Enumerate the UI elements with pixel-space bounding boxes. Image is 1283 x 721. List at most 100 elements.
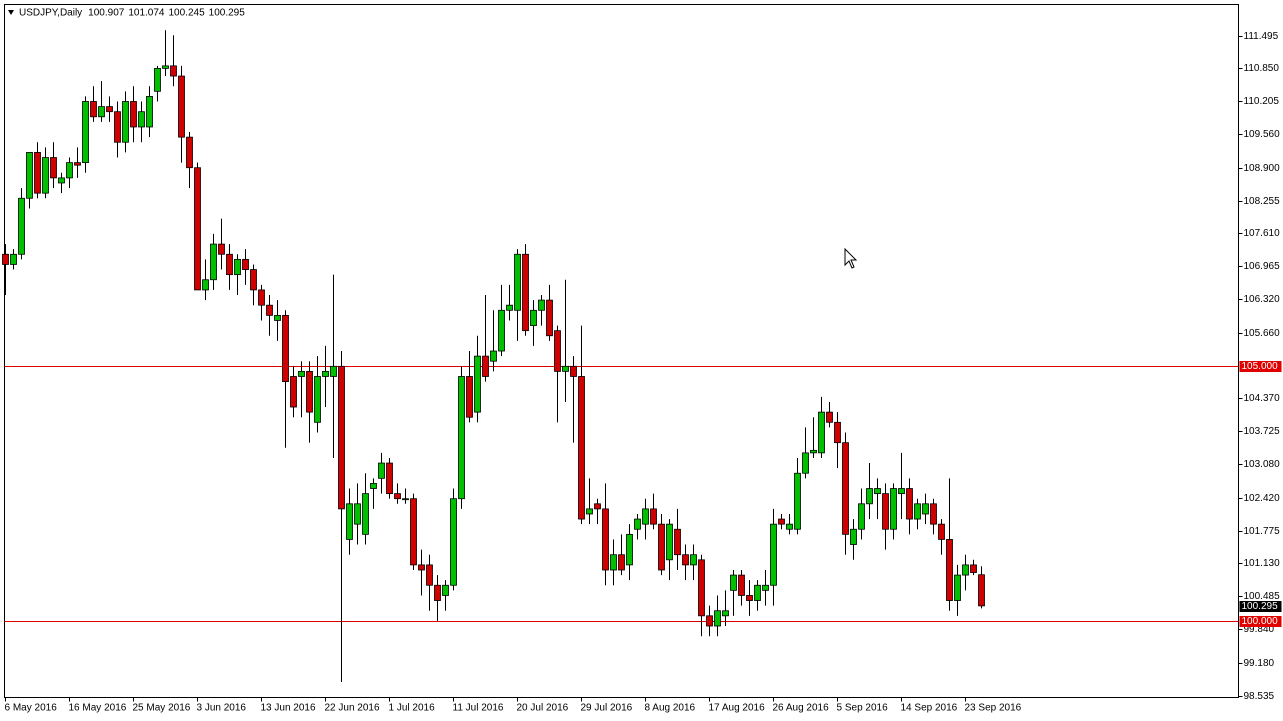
candle-body (82, 101, 89, 164)
y-tick-label: 110.205 (1244, 96, 1280, 107)
candle-body (962, 564, 969, 576)
header-close: 100.295 (209, 7, 246, 18)
y-tick-label: 103.080 (1244, 459, 1281, 470)
y-tick-label: 106.965 (1244, 261, 1281, 272)
candle-body (522, 253, 529, 332)
candle-body (626, 533, 633, 566)
candle-body (610, 554, 617, 571)
candle-body (282, 314, 289, 382)
candle-body (10, 253, 17, 265)
candle-body (298, 370, 305, 377)
candle-body (330, 365, 337, 377)
candle-body (810, 449, 817, 454)
candle-body (666, 523, 673, 561)
candle-body (882, 493, 889, 530)
y-tick-label: 99.840 (1244, 624, 1275, 635)
candle-body (802, 452, 809, 474)
y-tick-label: 109.560 (1244, 129, 1281, 140)
candle-body (618, 554, 625, 571)
candle-body (930, 503, 937, 525)
candle-body (466, 376, 473, 418)
chart-header: USDJPY,Daily 100.907 101.074 100.245 100.295 (19, 7, 245, 18)
candle-body (234, 258, 241, 276)
candle-body (434, 584, 441, 601)
candle-body (314, 376, 321, 423)
x-tick-label: 29 Jul 2016 (581, 703, 633, 714)
y-tick-label: 107.610 (1244, 228, 1281, 239)
dropdown-icon[interactable] (8, 10, 14, 15)
candle-body (730, 574, 737, 591)
candle-body (722, 610, 729, 617)
candle-body (458, 376, 465, 500)
candle-body (530, 309, 537, 326)
candle-body (2, 253, 9, 265)
x-tick-label: 5 Sep 2016 (837, 703, 889, 714)
candle-body (786, 523, 793, 530)
candle-body (450, 498, 457, 586)
header-low: 100.245 (168, 7, 205, 18)
x-tick-label: 26 Aug 2016 (773, 703, 830, 714)
candle-body (714, 610, 721, 627)
candle-body (946, 539, 953, 601)
candle-body (834, 421, 841, 444)
candle-body (538, 299, 545, 311)
candle-body (498, 309, 505, 352)
candle-body (938, 523, 945, 540)
y-tick-label: 108.900 (1244, 163, 1281, 174)
price-label: 105.000 (1242, 361, 1279, 372)
price-label-box (1239, 616, 1282, 627)
y-tick-label: 103.725 (1244, 426, 1281, 437)
y-tick-label: 110.850 (1244, 63, 1280, 74)
candle-body (114, 111, 121, 143)
candle-body (146, 96, 153, 128)
candle-body (210, 243, 217, 281)
candle-body (474, 355, 481, 413)
candle-body (98, 106, 105, 118)
candle-body (914, 503, 921, 520)
candle-body (378, 462, 385, 479)
candle-body (74, 162, 81, 166)
mouse-cursor (844, 247, 858, 269)
candle-body (394, 493, 401, 500)
candle-body (850, 528, 857, 545)
current-price-label: 100.295 (1242, 601, 1279, 612)
candle-body (866, 488, 873, 505)
candle-body (778, 518, 785, 525)
candle-body (186, 136, 193, 169)
y-tick-label: 108.255 (1244, 196, 1281, 207)
candle-body (50, 157, 57, 179)
y-tick-label: 98.535 (1244, 691, 1275, 702)
candle-body (874, 488, 881, 495)
candle-body (290, 376, 297, 408)
x-tick-label: 8 Aug 2016 (645, 703, 696, 714)
x-tick-label: 17 Aug 2016 (709, 703, 766, 714)
candle-body (762, 584, 769, 591)
candle-body (258, 289, 265, 306)
candle-body (362, 493, 369, 535)
candle-body (690, 554, 697, 566)
candle-body (418, 564, 425, 571)
candle-body (178, 75, 185, 138)
candle-body (602, 508, 609, 571)
candle-body (154, 68, 161, 92)
candle-body (682, 554, 689, 566)
candle-body (354, 503, 361, 525)
current-price-box (1239, 601, 1282, 612)
candle-body (490, 350, 497, 362)
candle-body (482, 355, 489, 377)
candle-body (250, 269, 257, 291)
candle-body (642, 508, 649, 525)
candle-body (554, 330, 561, 372)
candle-body (746, 595, 753, 601)
candle-body (202, 279, 209, 291)
candle-body (634, 518, 641, 530)
y-tick-label: 101.775 (1244, 526, 1281, 537)
candle-body (706, 615, 713, 627)
candle-body (242, 258, 249, 270)
candle-body (58, 177, 65, 184)
candle-body (562, 365, 569, 372)
y-tick-label: 111.495 (1244, 31, 1279, 42)
candle-body (890, 488, 897, 530)
x-tick-label: 3 Jun 2016 (197, 703, 247, 714)
